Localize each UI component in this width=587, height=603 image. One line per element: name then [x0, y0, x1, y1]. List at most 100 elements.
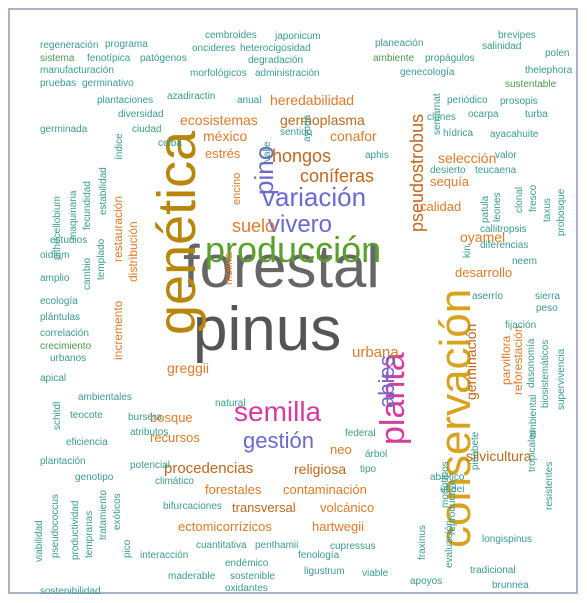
word: oidium: [40, 250, 69, 261]
word: molina: [223, 252, 235, 285]
word: plantación: [40, 456, 86, 467]
word: aphis: [365, 150, 389, 161]
word: exóticos: [112, 493, 123, 530]
word: variación: [262, 182, 366, 212]
word: cambio: [82, 257, 93, 290]
word: germinación: [463, 324, 479, 400]
word: morfotipos: [440, 461, 451, 508]
word: pico: [122, 539, 133, 558]
word: biosistemáticos: [540, 340, 551, 408]
word: prosopis: [500, 96, 538, 107]
word: evaluación: [444, 520, 455, 568]
word: pithecellobium: [52, 196, 63, 260]
word: pinabete: [470, 431, 481, 470]
word: valle: [262, 141, 273, 162]
word: patógenos: [140, 53, 187, 64]
word: periódico: [447, 95, 488, 106]
word: ectomicorrízicos: [178, 519, 272, 534]
word: climático: [155, 476, 194, 487]
word: sostenible: [230, 571, 275, 582]
word: pino: [249, 146, 279, 195]
word: tratamiento: [98, 490, 109, 540]
word: hongos: [272, 146, 331, 166]
word: kin: [462, 245, 473, 258]
word: productividad: [70, 501, 81, 560]
word: taxus: [542, 198, 553, 222]
word: encino: [231, 173, 243, 205]
word: méxico: [203, 128, 248, 144]
word: transversal: [232, 500, 296, 515]
word: tempranas: [84, 511, 95, 558]
word: fraxinus: [417, 525, 428, 560]
word: recursos: [150, 430, 200, 445]
word: pseudostrobus: [407, 114, 427, 232]
word: ambientales: [78, 392, 132, 403]
word: ayuda: [302, 114, 313, 142]
word: abies: [374, 355, 399, 408]
word: salinidad: [482, 41, 521, 52]
word: sierra: [535, 291, 560, 302]
word: germinada: [40, 124, 88, 135]
word: tropicales: [527, 429, 538, 472]
word: polen: [545, 48, 569, 59]
word: eficiencia: [66, 437, 108, 448]
word: fecundidad: [82, 181, 93, 230]
word: atributos: [130, 427, 168, 438]
word: ambiental: [528, 395, 539, 438]
word: neem: [512, 256, 537, 267]
word: neo: [330, 442, 352, 457]
word: oncideres: [192, 43, 235, 54]
frame: [8, 8, 578, 594]
word: cupressus: [330, 541, 376, 552]
word: propágulos: [425, 53, 474, 64]
word: hídrica: [443, 128, 473, 139]
word: brevipes: [498, 30, 536, 41]
word: leones: [492, 193, 503, 222]
word: programa: [105, 39, 148, 50]
word: administración: [255, 68, 319, 79]
word: coníferas: [300, 166, 374, 186]
word: clonal: [514, 187, 525, 213]
word: sostenibilidad: [40, 586, 101, 597]
word: desarrollo: [455, 265, 512, 280]
word: plántulas: [40, 312, 80, 323]
word: conafor: [330, 128, 377, 144]
word: diversidad: [118, 109, 164, 120]
word: bosque: [150, 410, 193, 425]
word: índice: [114, 133, 125, 160]
word: pruebas: [40, 78, 76, 89]
word: sequía: [430, 174, 470, 189]
word: forestales: [205, 482, 262, 497]
word: azadiractin: [167, 91, 215, 102]
word: peso: [536, 303, 558, 314]
word: schitdl: [52, 402, 63, 430]
word: maquinaria: [68, 190, 79, 240]
word: contaminación: [283, 482, 367, 497]
word: incremento: [111, 300, 125, 360]
word: valor: [495, 150, 517, 161]
word: crecimiento: [40, 341, 92, 352]
word: estabilidad: [98, 167, 109, 215]
word: volcánico: [320, 500, 374, 515]
word: planeación: [375, 38, 423, 49]
word: bursera: [128, 412, 162, 423]
word: interacción: [140, 550, 188, 561]
word: potencial: [130, 460, 170, 471]
word: turba: [525, 109, 548, 120]
word: plantaciones: [97, 95, 153, 106]
word: clones: [427, 112, 456, 123]
word: estudios: [50, 235, 87, 246]
word: ciudad: [132, 124, 161, 135]
word: fenotípica: [87, 53, 131, 64]
word: sustentable: [505, 79, 557, 90]
word: federal: [345, 428, 376, 439]
word: gestión: [243, 428, 314, 453]
word: sentido: [280, 127, 313, 138]
word: supervivencia: [556, 348, 567, 410]
word: selección: [438, 150, 496, 166]
word: correlación: [40, 328, 89, 339]
word: oyamel: [460, 229, 505, 245]
word: sistema: [40, 53, 75, 64]
word: germoplasma: [280, 112, 365, 128]
